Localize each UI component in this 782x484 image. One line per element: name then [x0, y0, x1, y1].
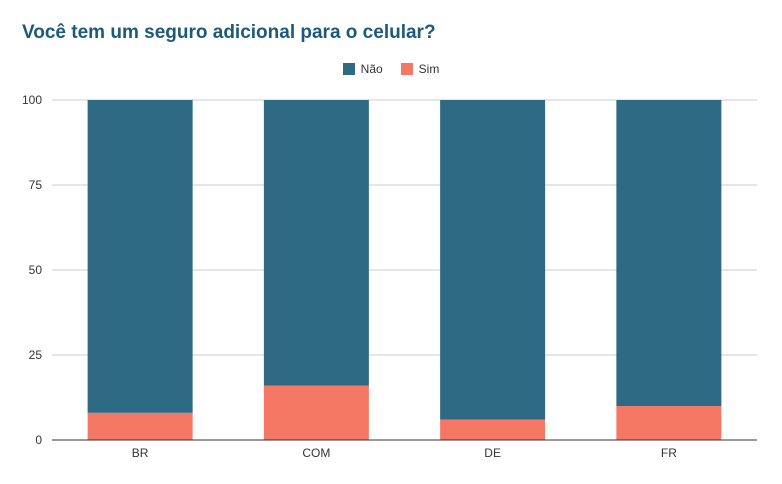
- legend-item-nao: Não: [342, 62, 383, 76]
- x-tick-label-DE: DE: [484, 446, 501, 460]
- y-tick-label-0: 0: [35, 433, 42, 447]
- x-tick-label-BR: BR: [132, 446, 149, 460]
- y-tick-label-25: 25: [29, 348, 43, 362]
- y-tick-label-75: 75: [29, 178, 43, 192]
- bar-BR-Não: [87, 100, 193, 413]
- bar-COM-Sim: [263, 385, 369, 440]
- legend-label-nao: Não: [360, 62, 383, 76]
- y-tick-label-50: 50: [29, 263, 43, 277]
- legend-item-sim: Sim: [400, 62, 440, 76]
- bar-COM-Não: [263, 100, 369, 386]
- chart-title: Você tem um seguro adicional para o celu…: [22, 22, 436, 43]
- x-tick-label-COM: COM: [302, 446, 330, 460]
- legend-swatch-nao: [342, 63, 355, 75]
- legend: Não Sim: [0, 62, 782, 76]
- bar-BR-Sim: [87, 412, 193, 440]
- bar-DE-Não: [440, 100, 546, 420]
- bar-FR-Não: [616, 100, 722, 406]
- x-tick-label-FR: FR: [661, 446, 677, 460]
- legend-label-sim: Sim: [418, 62, 440, 76]
- bar-DE-Sim: [440, 419, 546, 440]
- legend-swatch-sim: [400, 63, 413, 75]
- bar-FR-Sim: [616, 406, 722, 440]
- y-tick-label-100: 100: [22, 93, 42, 107]
